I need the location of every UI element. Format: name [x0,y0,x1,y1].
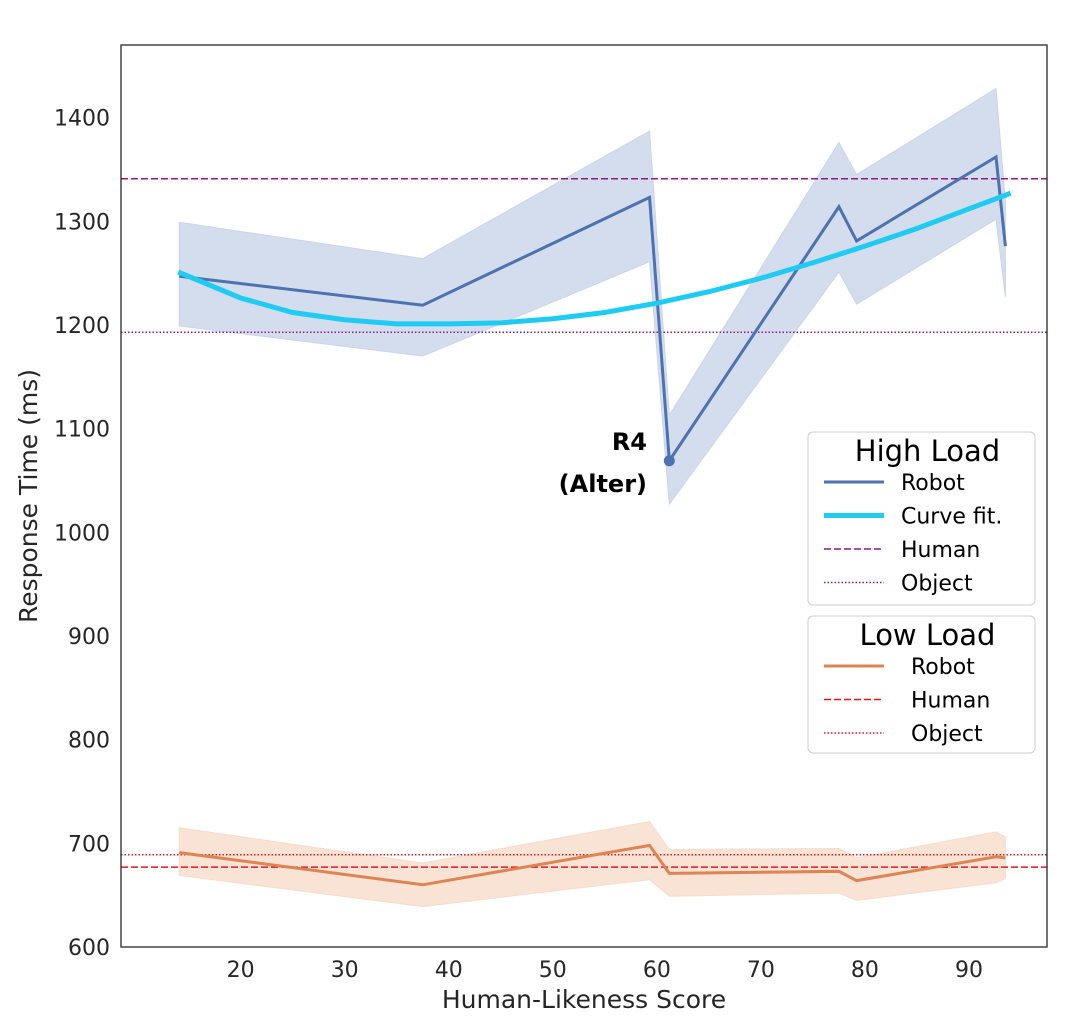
y-tick-label: 600 [68,936,110,961]
x-tick-label: 20 [227,958,255,983]
legend-entry-label: Object [911,722,983,747]
x-tick-label: 50 [539,958,567,983]
y-tick-label: 1400 [54,107,110,132]
y-tick-label: 1100 [54,418,110,443]
legend-entry-label: Human [911,689,990,714]
curve-fit-line [177,190,1012,327]
high-load-robot-line [179,154,1007,466]
x-tick-label: 90 [955,958,983,983]
y-tick-label: 1200 [54,314,110,339]
x-tick-label: 70 [747,958,775,983]
y-tick-label: 1000 [54,521,110,546]
annotation-line-2: (Alter) [559,470,647,498]
legend-high-load: High Load Robot Curve fit. Human Object [807,431,1036,606]
legend-entry-label: Robot [901,471,965,496]
y-axis-ticks: 600 700 800 900 1000 1100 1200 1300 1400 [54,107,110,961]
x-tick-label: 80 [851,958,879,983]
y-tick-label: 800 [68,729,110,754]
legend-entry-label: Curve fit. [901,505,1002,530]
y-tick-label: 1300 [54,210,110,235]
r4-point [663,455,675,467]
x-tick-label: 40 [435,958,463,983]
low-load-robot-line [179,843,1006,887]
legend-title: High Load [855,434,1000,468]
reference-lines [121,177,1047,868]
annotation-line-1: R4 [612,428,647,456]
low-load-confidence-band [178,821,1006,908]
legend-entry-label: Robot [911,655,975,680]
legend-frame [807,431,1036,606]
legend-frame [807,615,1036,754]
x-tick-label: 60 [643,958,671,983]
legend-entry-label: Object [901,572,973,597]
y-tick-label: 900 [68,625,110,650]
r4-annotation: R4 (Alter) [559,428,647,498]
y-axis-label: Response Time (ms) [14,369,43,623]
y-tick-label: 700 [68,832,110,857]
legend-entry-label: Human [901,538,980,563]
x-axis-ticks: 20 30 40 50 60 70 80 90 [227,958,983,983]
legend-low-load: Low Load Robot Human Object [807,615,1036,754]
x-axis-label: Human-Likeness Score [442,985,726,1014]
legend-title: Low Load [860,618,996,652]
series-lines [177,154,1012,887]
x-tick-label: 30 [331,958,359,983]
plot-frame [120,44,1048,948]
